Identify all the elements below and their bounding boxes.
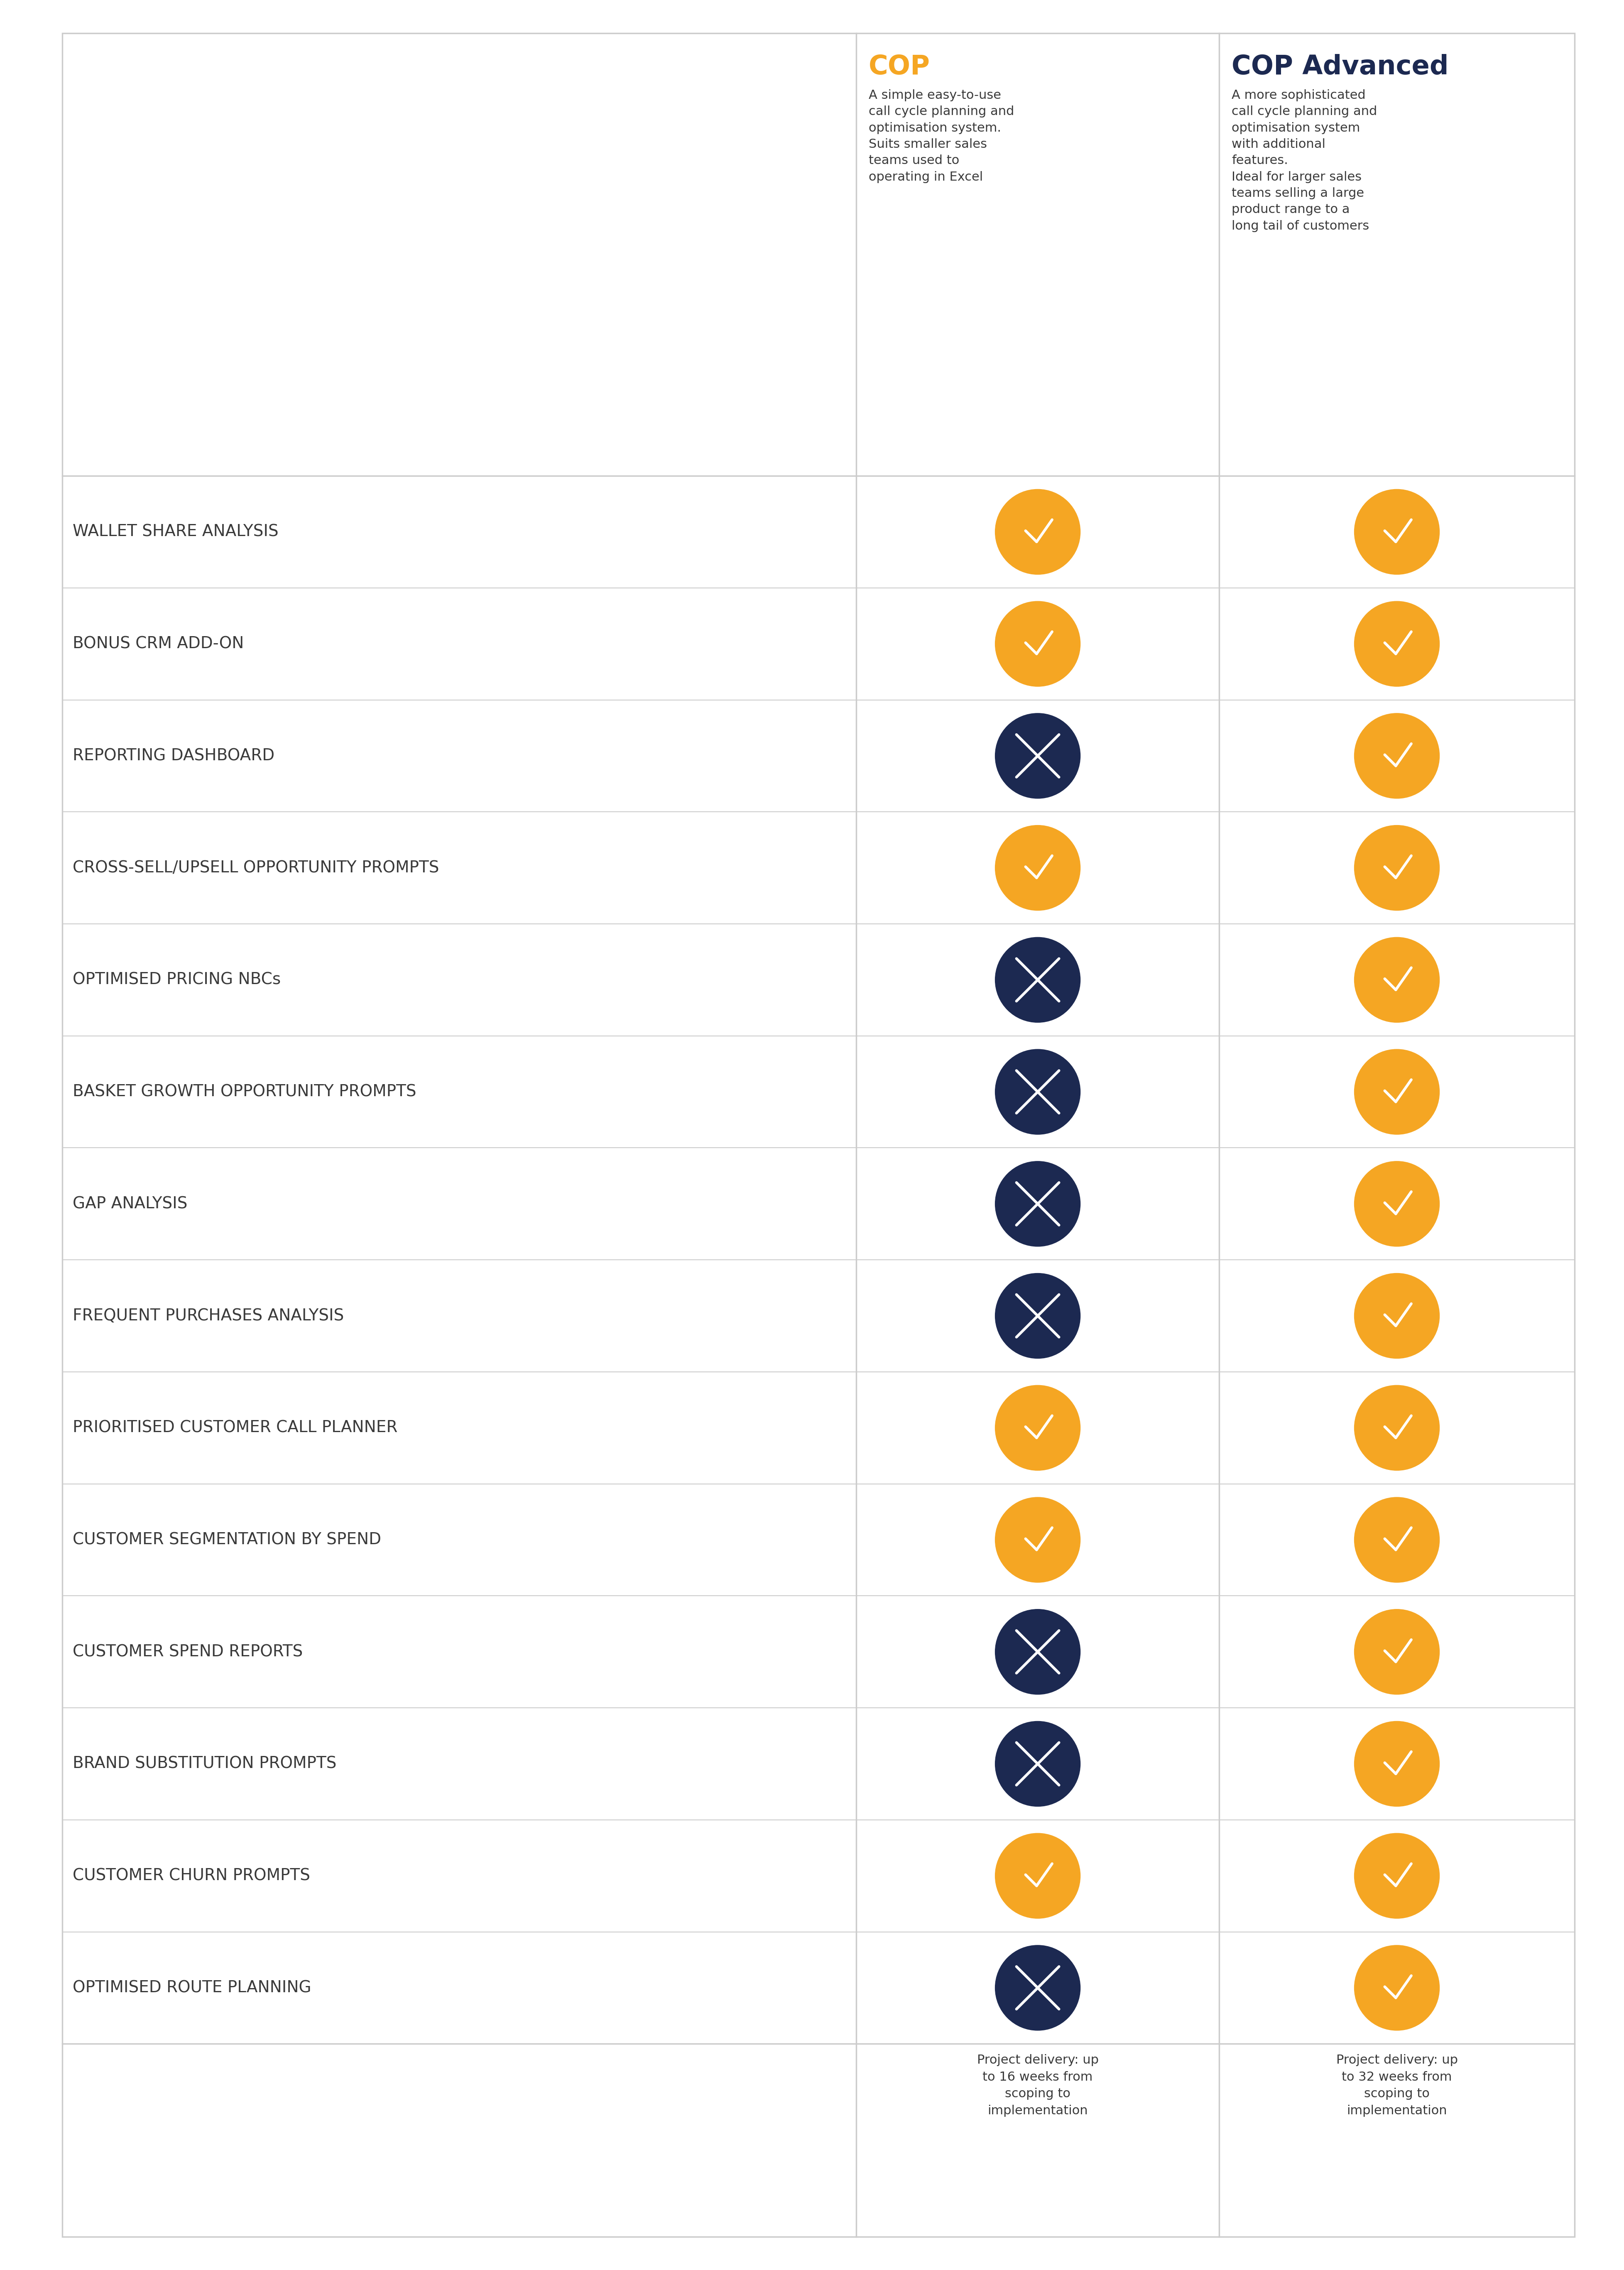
Text: WALLET SHARE ANALYSIS: WALLET SHARE ANALYSIS <box>73 524 278 540</box>
Ellipse shape <box>996 1162 1080 1246</box>
Ellipse shape <box>1354 1162 1439 1246</box>
Ellipse shape <box>1354 1498 1439 1582</box>
Ellipse shape <box>1354 713 1439 799</box>
Text: COP Advanced: COP Advanced <box>1231 54 1449 79</box>
Text: CUSTOMER CHURN PROMPTS: CUSTOMER CHURN PROMPTS <box>73 1868 310 1884</box>
Ellipse shape <box>996 602 1080 686</box>
Ellipse shape <box>1354 1049 1439 1135</box>
Ellipse shape <box>996 490 1080 574</box>
Ellipse shape <box>996 1049 1080 1135</box>
Text: CROSS-SELL/UPSELL OPPORTUNITY PROMPTS: CROSS-SELL/UPSELL OPPORTUNITY PROMPTS <box>73 860 438 876</box>
Ellipse shape <box>996 1945 1080 2029</box>
Ellipse shape <box>1354 490 1439 574</box>
Text: BRAND SUBSTITUTION PROMPTS: BRAND SUBSTITUTION PROMPTS <box>73 1757 336 1771</box>
Text: A more sophisticated
call cycle planning and
optimisation system
with additional: A more sophisticated call cycle planning… <box>1231 89 1377 232</box>
Ellipse shape <box>996 1721 1080 1807</box>
Ellipse shape <box>996 938 1080 1022</box>
Ellipse shape <box>996 713 1080 799</box>
Text: Project delivery: up
to 32 weeks from
scoping to
implementation: Project delivery: up to 32 weeks from sc… <box>1335 2054 1457 2116</box>
Text: FREQUENT PURCHASES ANALYSIS: FREQUENT PURCHASES ANALYSIS <box>73 1308 344 1323</box>
Ellipse shape <box>1354 1609 1439 1693</box>
Ellipse shape <box>996 1498 1080 1582</box>
Text: A simple easy-to-use
call cycle planning and
optimisation system.
Suits smaller : A simple easy-to-use call cycle planning… <box>869 89 1013 184</box>
Ellipse shape <box>1354 826 1439 910</box>
Ellipse shape <box>1354 602 1439 686</box>
Text: OPTIMISED ROUTE PLANNING: OPTIMISED ROUTE PLANNING <box>73 1979 312 1995</box>
Ellipse shape <box>1354 1945 1439 2029</box>
Text: CUSTOMER SEGMENTATION BY SPEND: CUSTOMER SEGMENTATION BY SPEND <box>73 1532 382 1548</box>
Ellipse shape <box>1354 1385 1439 1471</box>
Ellipse shape <box>996 1385 1080 1471</box>
Text: BASKET GROWTH OPPORTUNITY PROMPTS: BASKET GROWTH OPPORTUNITY PROMPTS <box>73 1085 416 1099</box>
Text: CUSTOMER SPEND REPORTS: CUSTOMER SPEND REPORTS <box>73 1643 302 1659</box>
Ellipse shape <box>996 1273 1080 1357</box>
Text: OPTIMISED PRICING NBCs: OPTIMISED PRICING NBCs <box>73 972 281 987</box>
Text: Project delivery: up
to 16 weeks from
scoping to
implementation: Project delivery: up to 16 weeks from sc… <box>976 2054 1098 2116</box>
Ellipse shape <box>996 1834 1080 1918</box>
Ellipse shape <box>996 1609 1080 1693</box>
Text: BONUS CRM ADD-ON: BONUS CRM ADD-ON <box>73 636 244 651</box>
Text: PRIORITISED CUSTOMER CALL PLANNER: PRIORITISED CUSTOMER CALL PLANNER <box>73 1421 398 1435</box>
Text: REPORTING DASHBOARD: REPORTING DASHBOARD <box>73 749 274 763</box>
Ellipse shape <box>1354 938 1439 1022</box>
Ellipse shape <box>1354 1721 1439 1807</box>
Ellipse shape <box>1354 1273 1439 1357</box>
Text: GAP ANALYSIS: GAP ANALYSIS <box>73 1196 187 1212</box>
Ellipse shape <box>996 826 1080 910</box>
Ellipse shape <box>1354 1834 1439 1918</box>
Text: COP: COP <box>869 54 931 79</box>
